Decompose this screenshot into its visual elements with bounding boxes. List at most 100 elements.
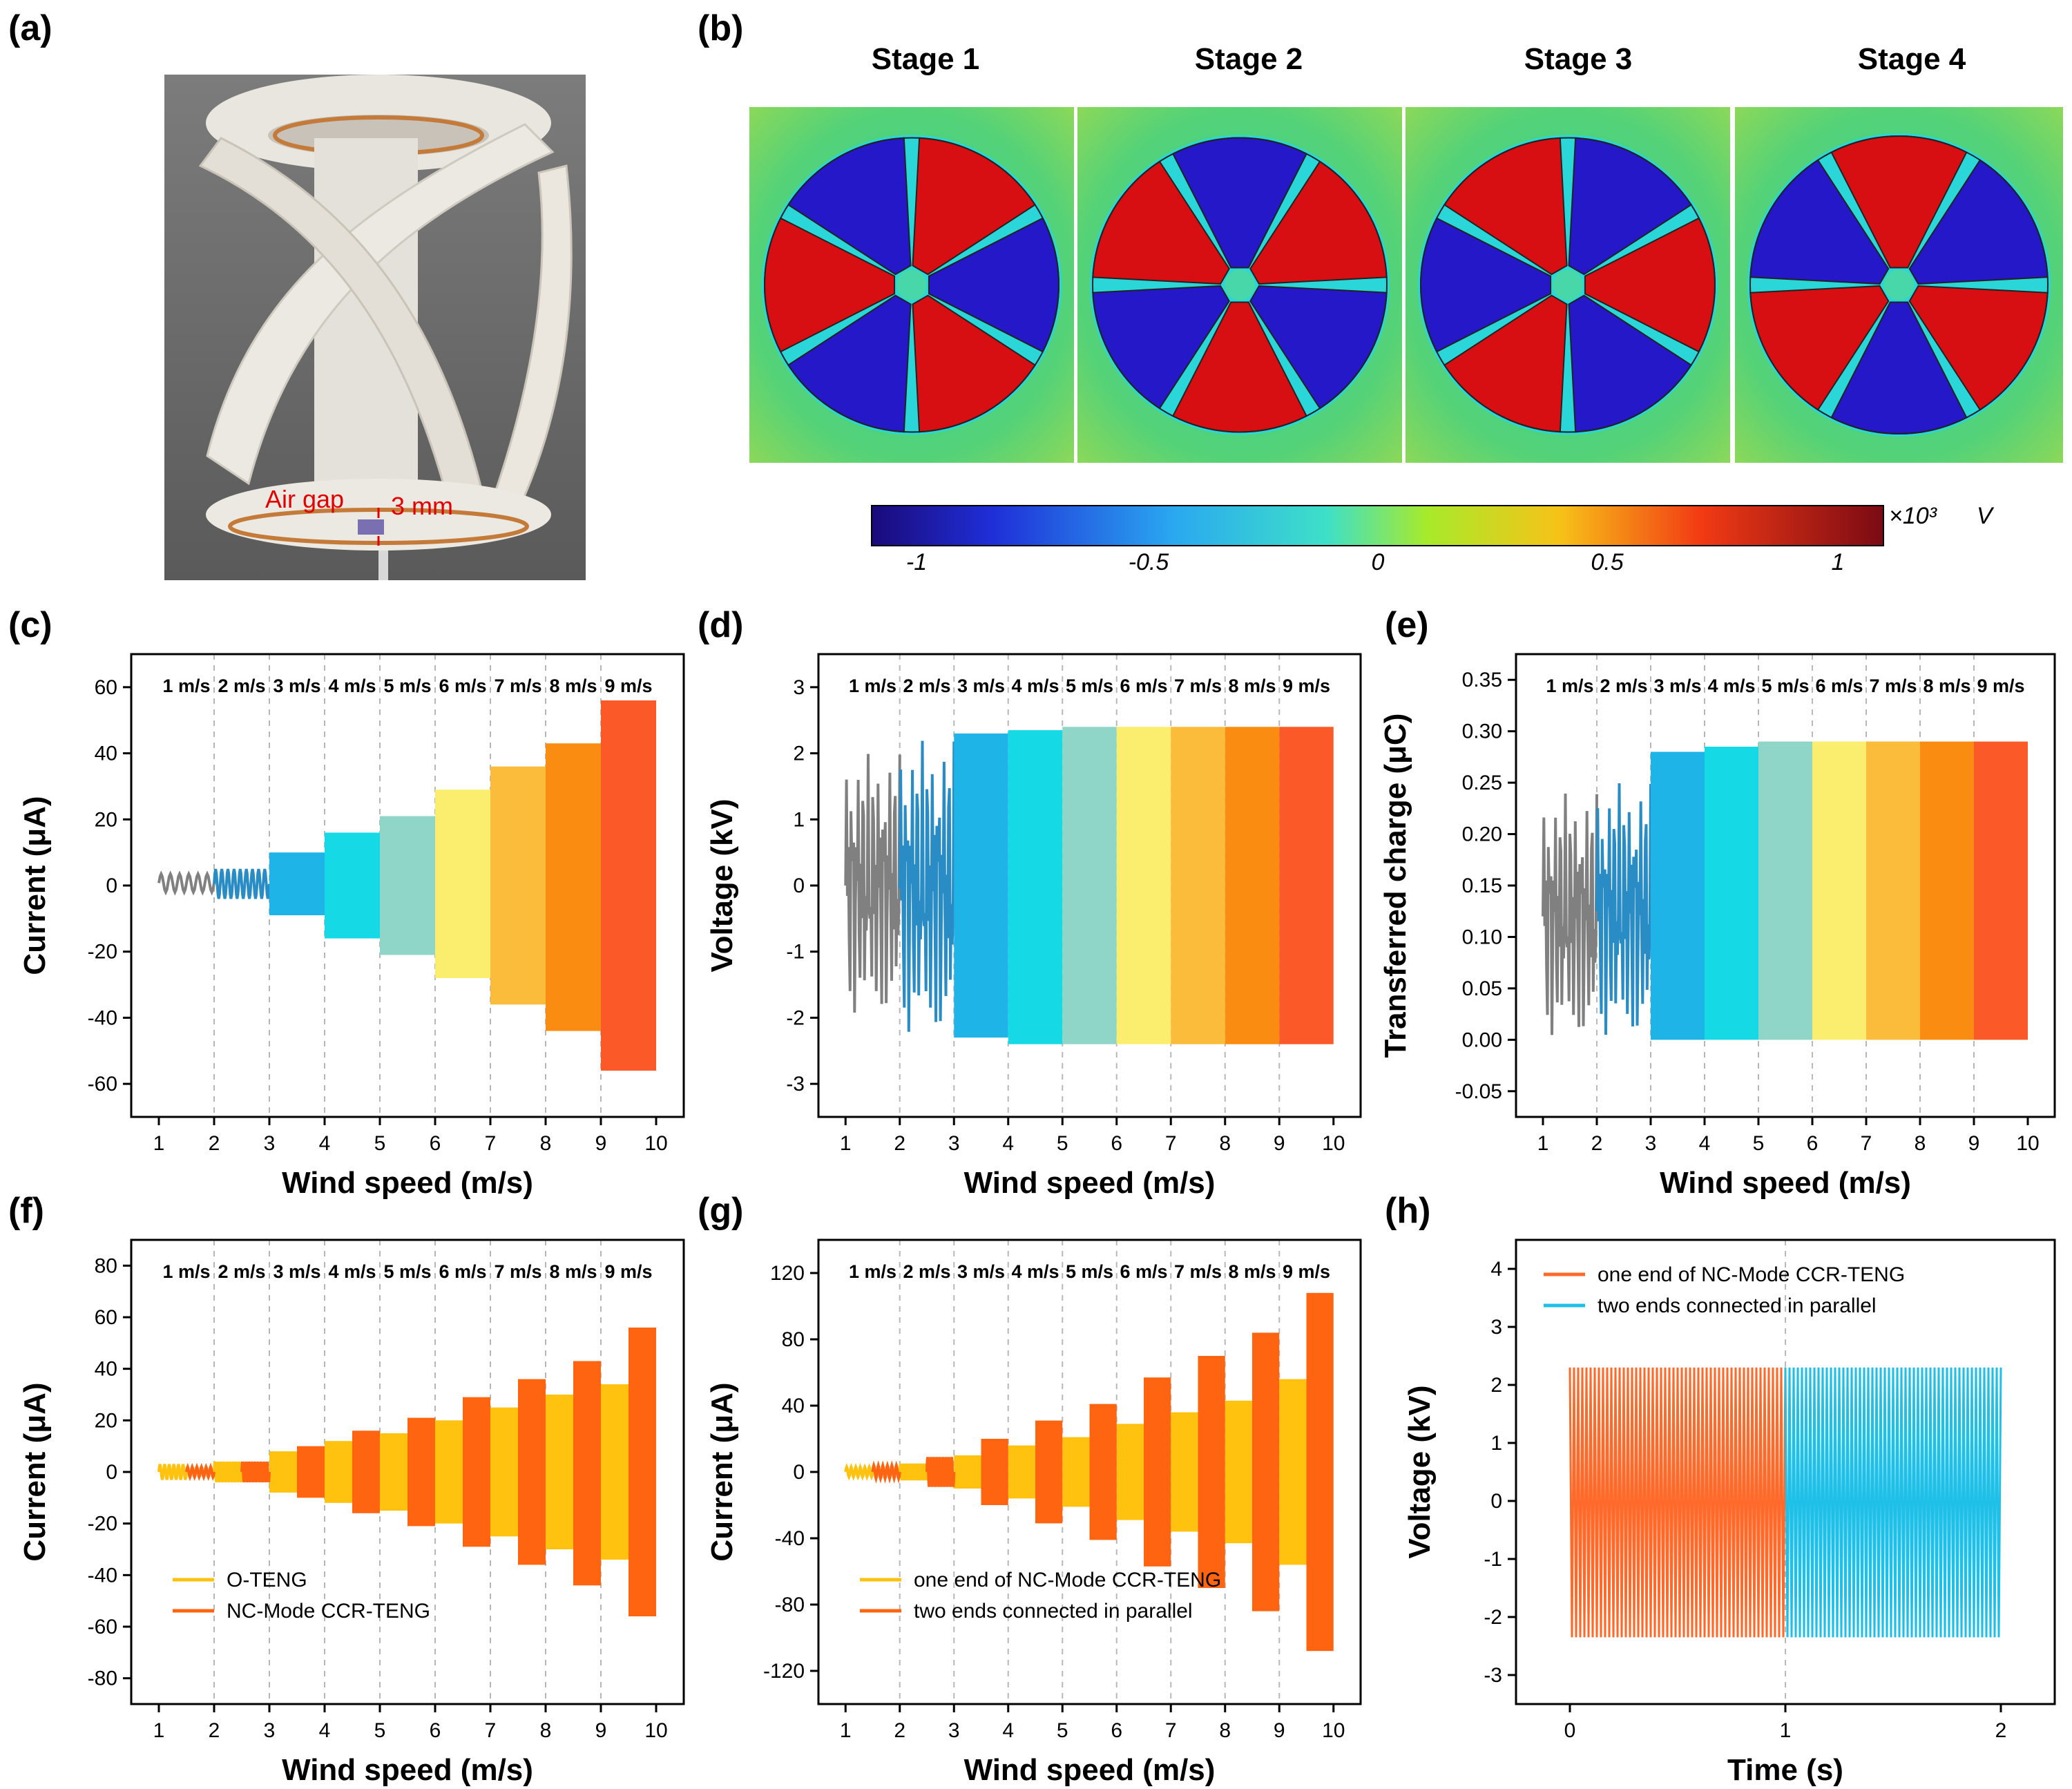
colorbar-tick: -1	[906, 549, 927, 575]
legend-label: one end of NC-Mode CCR-TENG	[914, 1569, 1221, 1591]
speed-label: 9 m/s	[1283, 1261, 1330, 1282]
x-tick-label: 7	[1861, 1132, 1872, 1155]
speed-label: 9 m/s	[604, 676, 652, 696]
y-tick-label: -2	[786, 1006, 805, 1029]
y-tick-label: -40	[775, 1527, 805, 1550]
x-tick-label: 7	[1165, 1719, 1177, 1742]
x-tick-label: 5	[374, 1132, 386, 1155]
x-tick-label: 4	[319, 1132, 331, 1155]
speed-label: 4 m/s	[328, 676, 376, 696]
voltage-trace	[1784, 1367, 2002, 1638]
x-tick-label: 2	[209, 1132, 220, 1155]
x-tick-label: 1	[153, 1132, 165, 1155]
y-tick-label: 0.15	[1462, 874, 1502, 897]
y-tick-label: 0	[1490, 1490, 1502, 1513]
y-tick-label: 2	[1490, 1374, 1502, 1397]
signal-band	[1651, 752, 1705, 1040]
x-tick-label: 9	[595, 1132, 607, 1155]
chart-h: (h) 0 1 2 -3 -2 -1 0 1 2 3 4 Time (s) Voltage (kV) one…	[1385, 1191, 2056, 1787]
signal-band	[380, 1433, 407, 1511]
speed-label: 1 m/s	[849, 676, 896, 696]
x-tick-label: 0	[1564, 1719, 1576, 1742]
colorbar	[871, 505, 1884, 546]
signal-band	[269, 1451, 297, 1493]
speed-label: 8 m/s	[1228, 676, 1276, 696]
y-tick-label: -3	[786, 1073, 805, 1096]
y-tick-label: 0.30	[1462, 720, 1502, 743]
stage-maps	[749, 107, 2063, 463]
y-tick-label: 0.25	[1462, 772, 1502, 794]
speed-label: 6 m/s	[1120, 1261, 1167, 1282]
y-tick-label: 1	[793, 808, 805, 831]
x-tick-label: 8	[540, 1132, 552, 1155]
signal-band	[1062, 727, 1117, 1044]
y-tick-label: 0.05	[1462, 977, 1502, 1000]
signal-band	[1306, 1292, 1334, 1652]
speed-label: 7 m/s	[1174, 1261, 1222, 1282]
signal-band	[407, 1417, 435, 1527]
panel-label: (g)	[698, 1191, 743, 1231]
y-axis-title: Current (μA)	[705, 1382, 739, 1561]
signal-band	[1171, 1412, 1198, 1532]
signal-band	[325, 832, 380, 939]
y-tick-label: 0.10	[1462, 926, 1502, 948]
y-tick-label: 40	[95, 743, 117, 765]
speed-label: 9 m/s	[604, 1261, 652, 1282]
signal-band	[981, 1439, 1008, 1505]
chart-e: (e) 1 2 3 4 5 6 7 8 9 10 -0.05 0.00 0.05 0.10 0.15 0.20 0…	[1379, 605, 2056, 1200]
speed-label: 4 m/s	[1707, 676, 1755, 696]
legend-label: one end of NC-Mode CCR-TENG	[1598, 1263, 1905, 1286]
waveform-trace	[1595, 783, 1652, 1035]
colorbar-tick: 0	[1372, 549, 1385, 575]
speed-label: 7 m/s	[1869, 676, 1917, 696]
speed-label: 8 m/s	[549, 676, 597, 696]
signal-band	[1008, 730, 1063, 1044]
y-tick-label: 120	[770, 1262, 805, 1285]
x-tick-label: 3	[948, 1132, 960, 1155]
y-tick-label: -20	[88, 941, 117, 964]
x-tick-label: 4	[1699, 1132, 1711, 1155]
y-tick-label: 60	[95, 676, 117, 699]
speed-label: 5 m/s	[1761, 676, 1809, 696]
y-tick-label: -80	[775, 1594, 805, 1616]
x-tick-label: 1	[840, 1719, 852, 1742]
y-axis-title: Current (μA)	[18, 796, 52, 975]
speed-label: 8 m/s	[1228, 1261, 1276, 1282]
waveform-trace	[157, 1464, 188, 1480]
panel-label: (h)	[1385, 1191, 1430, 1231]
speed-label: 7 m/s	[494, 676, 541, 696]
x-tick-label: 3	[264, 1719, 276, 1742]
speed-label: 3 m/s	[957, 676, 1005, 696]
y-tick-label: 20	[95, 808, 117, 831]
x-tick-label: 9	[1274, 1719, 1285, 1742]
x-axis-title: Wind speed (m/s)	[1660, 1166, 1911, 1200]
legend-label: two ends connected in parallel	[1598, 1294, 1877, 1317]
x-tick-label: 5	[1057, 1719, 1068, 1742]
y-tick-label: 2	[793, 743, 805, 765]
y-tick-label: 0	[793, 1461, 805, 1484]
y-tick-label: -60	[88, 1616, 117, 1638]
y-tick-label: 0.00	[1462, 1029, 1502, 1051]
panel-label: (d)	[698, 605, 743, 645]
panel-b: (b) Stage 1 Stage 2 Stage 3 Stage 4 ×10³…	[698, 8, 2063, 575]
waveform-trace	[925, 1457, 956, 1487]
x-tick-label: 6	[430, 1132, 441, 1155]
y-tick-label: -80	[88, 1667, 117, 1690]
x-axis-title: Wind speed (m/s)	[964, 1166, 1216, 1200]
stage-2-map	[1077, 107, 1402, 463]
center-hub	[1553, 269, 1583, 300]
x-tick-label: 7	[1165, 1132, 1177, 1155]
speed-label: 8 m/s	[549, 1261, 597, 1282]
y-tick-label: 40	[782, 1395, 805, 1417]
signal-band	[1758, 741, 1812, 1040]
gap-value: 3 mm	[391, 492, 453, 520]
electrode-outline	[764, 137, 1059, 433]
center-hub	[1883, 269, 1915, 300]
stage-1-title: Stage 1	[872, 42, 980, 76]
signal-band	[380, 816, 435, 955]
x-axis-title: Time (s)	[1727, 1753, 1843, 1787]
speed-label: 1 m/s	[162, 1261, 210, 1282]
y-tick-label: -120	[763, 1660, 805, 1683]
signal-band	[1225, 1400, 1252, 1544]
